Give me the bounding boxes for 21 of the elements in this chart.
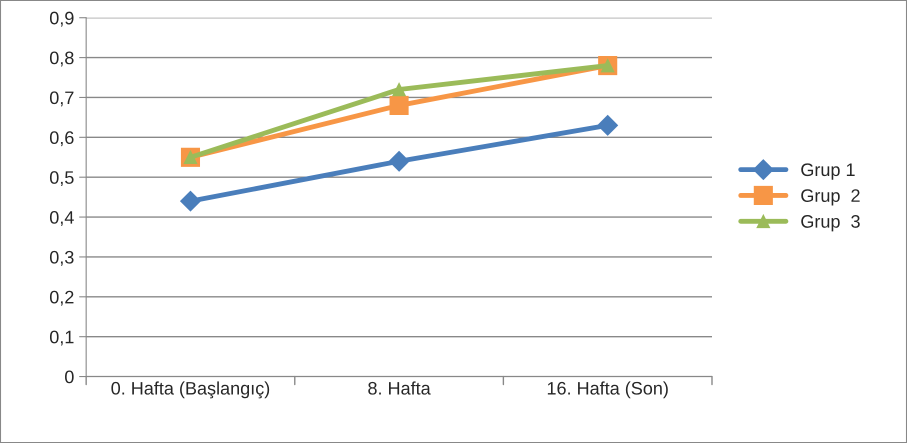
y-tick-label: 0,4	[50, 211, 74, 226]
x-tick-label: 8. Hafta	[368, 381, 431, 395]
y-tick-label: 0,1	[50, 330, 74, 346]
y-tick-label: 0	[65, 370, 74, 384]
x-tick-label: 0. Hafta (Başlangıç)	[111, 381, 270, 398]
y-tick-label: 0,5	[50, 171, 74, 186]
legend-label: Grup 2	[801, 189, 860, 206]
point	[390, 96, 409, 115]
point	[597, 115, 618, 136]
y-tick-label: 0,7	[50, 91, 74, 106]
legend-label: Grup 3	[801, 215, 860, 232]
y-tick-label: 0,8	[50, 52, 74, 66]
y-tick-label: 0,3	[50, 250, 74, 266]
x-tick-label: 16. Hafta (Son)	[548, 381, 668, 398]
y-tick-label: 0,2	[50, 290, 74, 306]
point	[392, 82, 406, 96]
point	[180, 190, 201, 212]
point	[388, 150, 410, 172]
legend-label: Grup 1	[801, 163, 855, 180]
y-tick-label: 0,6	[50, 131, 74, 146]
y-tick-label: 0,9	[50, 12, 74, 27]
